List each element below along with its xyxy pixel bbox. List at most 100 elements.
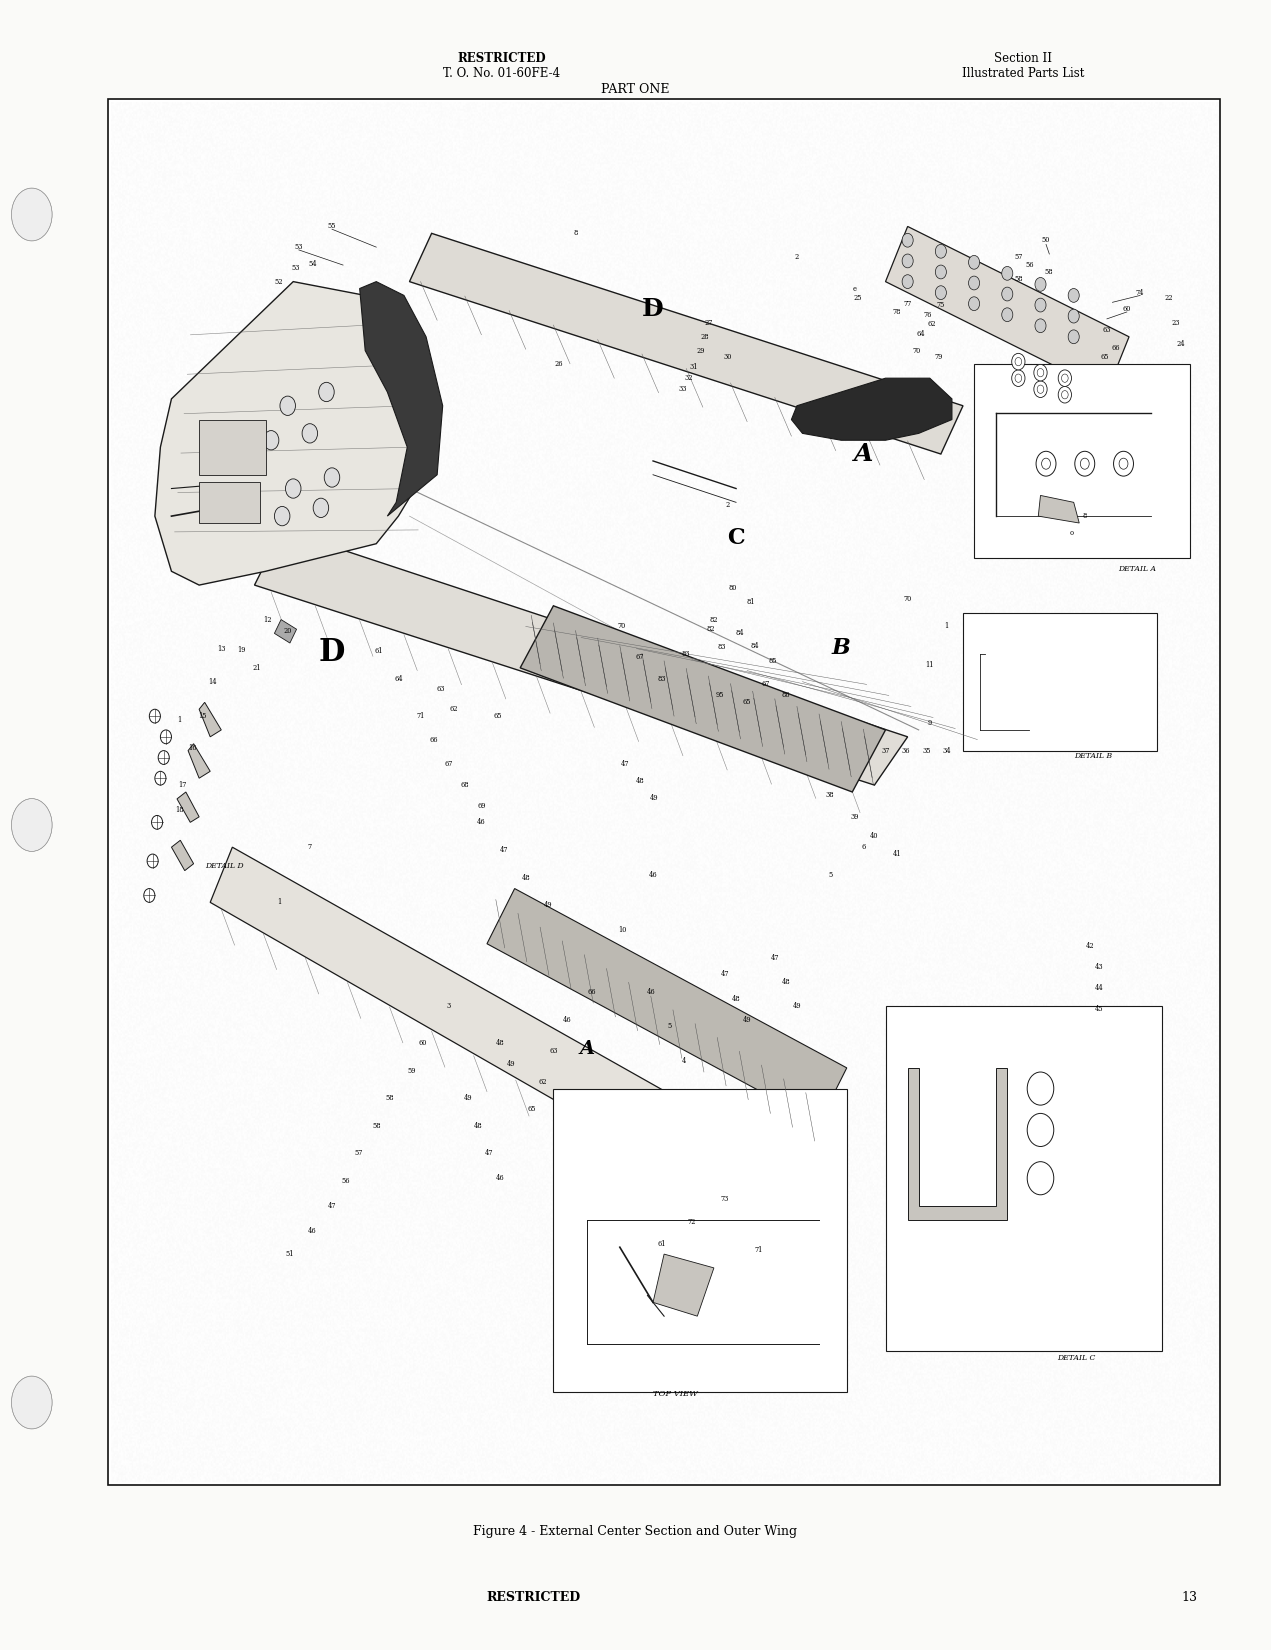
Text: 24: 24	[1177, 340, 1186, 348]
Text: 29: 29	[697, 346, 705, 355]
Circle shape	[1016, 375, 1022, 383]
Text: 63: 63	[1103, 327, 1111, 333]
Circle shape	[1042, 459, 1050, 469]
Text: 27: 27	[704, 318, 713, 327]
Text: 83: 83	[683, 650, 690, 658]
Text: 56: 56	[1026, 261, 1033, 269]
Text: 74: 74	[1136, 289, 1144, 297]
Text: 67: 67	[636, 653, 644, 660]
Text: 84: 84	[735, 629, 744, 637]
Text: 70: 70	[618, 622, 627, 630]
Polygon shape	[254, 530, 907, 785]
Text: RESTRICTED: RESTRICTED	[458, 53, 547, 64]
Polygon shape	[520, 606, 886, 792]
Circle shape	[1118, 459, 1127, 469]
Circle shape	[935, 266, 947, 279]
Circle shape	[11, 799, 52, 851]
Circle shape	[1068, 289, 1079, 302]
Circle shape	[1068, 330, 1079, 343]
Polygon shape	[275, 620, 296, 644]
Text: RESTRICTED: RESTRICTED	[487, 1591, 581, 1604]
Circle shape	[286, 478, 301, 498]
Text: 47: 47	[622, 761, 629, 769]
Text: 46: 46	[308, 1226, 316, 1234]
Bar	[553, 1089, 846, 1393]
Text: DETAIL B: DETAIL B	[1074, 751, 1112, 759]
Text: 49: 49	[464, 1094, 473, 1102]
Text: DETAIL A: DETAIL A	[1118, 566, 1157, 573]
Text: e: e	[853, 284, 857, 292]
Circle shape	[1068, 309, 1079, 323]
Text: 67: 67	[444, 761, 452, 769]
Circle shape	[1061, 391, 1068, 399]
Text: 52: 52	[275, 277, 283, 285]
Text: 62: 62	[450, 705, 458, 713]
Text: 51: 51	[286, 1251, 294, 1257]
Text: 46: 46	[496, 1175, 505, 1183]
Text: 42: 42	[1085, 942, 1094, 950]
Polygon shape	[487, 889, 846, 1124]
Bar	[200, 482, 261, 523]
Text: 44: 44	[1094, 983, 1103, 992]
Text: 58: 58	[385, 1094, 394, 1102]
Text: 9: 9	[928, 719, 932, 728]
Text: 56: 56	[341, 1176, 350, 1185]
Text: 41: 41	[892, 850, 901, 858]
Bar	[200, 419, 266, 475]
Text: 16: 16	[188, 744, 197, 752]
Circle shape	[302, 424, 318, 442]
Text: Figure 4 - External Center Section and Outer Wing: Figure 4 - External Center Section and O…	[473, 1525, 798, 1538]
Circle shape	[1002, 266, 1013, 281]
Text: 21: 21	[253, 663, 261, 672]
Text: 71: 71	[417, 713, 425, 719]
Text: 60: 60	[418, 1040, 427, 1048]
Circle shape	[151, 815, 163, 830]
Text: A: A	[580, 1040, 594, 1058]
Text: 7: 7	[308, 843, 311, 851]
Text: 32: 32	[684, 375, 693, 383]
Text: 78: 78	[892, 309, 901, 315]
Circle shape	[1035, 318, 1046, 333]
Text: PART ONE: PART ONE	[601, 84, 670, 96]
Circle shape	[1080, 459, 1089, 469]
Text: 47: 47	[500, 846, 508, 855]
Circle shape	[1002, 287, 1013, 300]
Text: 19: 19	[236, 645, 245, 653]
Text: 57: 57	[1014, 252, 1023, 261]
Text: 34: 34	[942, 746, 951, 754]
Text: 66: 66	[1112, 343, 1120, 351]
Polygon shape	[360, 282, 442, 516]
Polygon shape	[155, 282, 432, 586]
Text: 23: 23	[1172, 318, 1179, 327]
Text: 47: 47	[486, 1150, 493, 1157]
Text: 58: 58	[1043, 267, 1052, 276]
Text: 8: 8	[573, 229, 577, 238]
Text: 62: 62	[538, 1077, 547, 1086]
Text: 10: 10	[618, 926, 627, 934]
Text: 46: 46	[648, 871, 657, 879]
Text: 35: 35	[923, 746, 930, 754]
Bar	[886, 1006, 1162, 1351]
Circle shape	[1012, 353, 1024, 370]
Bar	[108, 99, 1220, 1485]
Text: 1: 1	[177, 716, 182, 724]
Text: 85: 85	[769, 657, 777, 665]
Text: 84: 84	[751, 642, 759, 650]
Circle shape	[1037, 384, 1043, 393]
Text: 86: 86	[782, 691, 791, 700]
Text: 48: 48	[732, 995, 741, 1003]
Text: 63: 63	[549, 1048, 558, 1056]
Text: 60: 60	[1122, 305, 1131, 314]
Text: 65: 65	[527, 1106, 535, 1114]
Text: 82: 82	[707, 625, 714, 634]
Text: 65: 65	[742, 698, 751, 706]
Text: DETAIL C: DETAIL C	[1057, 1355, 1096, 1363]
Text: 36: 36	[901, 746, 910, 754]
Circle shape	[1027, 1072, 1054, 1106]
Text: 38: 38	[826, 790, 834, 799]
Text: 6: 6	[862, 843, 866, 851]
Text: D: D	[319, 637, 346, 668]
Text: 81: 81	[746, 597, 755, 606]
Text: 28: 28	[700, 333, 709, 342]
Circle shape	[1037, 368, 1043, 376]
